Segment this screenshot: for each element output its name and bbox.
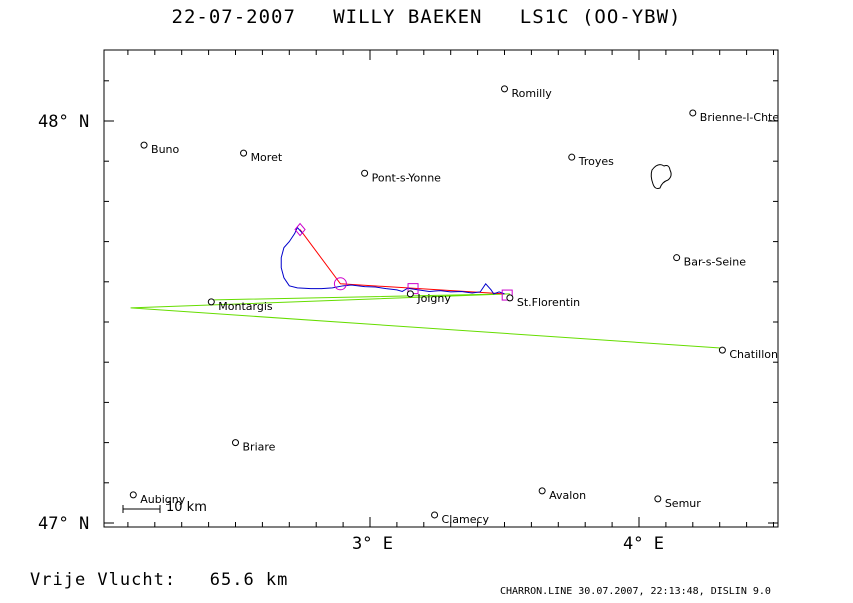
declared-route <box>130 293 723 349</box>
towns: Romilly Brienne-l-Chte Buno Moret Troyes Pont… <box>129 85 780 526</box>
turnpoint-circle <box>333 277 347 291</box>
town-label: Buno <box>151 143 179 156</box>
town-marker: Clamecy <box>431 511 490 526</box>
town-dot <box>361 169 369 177</box>
map-frame <box>103 49 779 528</box>
town-label: Troyes <box>578 155 614 168</box>
town-dot <box>431 511 439 519</box>
town-dot <box>673 254 681 262</box>
town-marker: Avalon <box>538 487 586 502</box>
forest-outline <box>650 164 672 189</box>
town-label: Montargis <box>218 300 273 313</box>
town-label: Brienne-l-Chte <box>700 111 780 124</box>
town-marker: Semur <box>654 495 701 510</box>
town-label: St.Florentin <box>517 296 580 309</box>
town-marker: Bar-s-Seine <box>673 254 747 269</box>
task-route <box>299 229 505 295</box>
footer-info: CHARRON.LINE 30.07.2007, 22:13:48, DISLI… <box>500 586 771 597</box>
town-dot <box>718 346 726 354</box>
town-label: Bar-s-Seine <box>684 256 747 269</box>
lat-label-48: 48° N <box>38 112 90 132</box>
scale-bar <box>122 505 161 513</box>
town-label: Moret <box>251 151 283 164</box>
town-marker: Aubigny <box>129 491 186 506</box>
town-marker: Brienne-l-Chte <box>689 109 780 124</box>
town-marker: Buno <box>140 141 180 156</box>
town-marker: Chatillon <box>718 346 778 361</box>
lon-label-3e: 3° E <box>352 534 393 554</box>
town-dot <box>654 495 662 503</box>
scale-bar-label: 10 km <box>166 500 207 515</box>
town-dot <box>140 141 148 149</box>
town-label: Romilly <box>512 87 553 100</box>
lat-label-47: 47° N <box>38 514 90 534</box>
town-label: Clamecy <box>442 513 490 526</box>
town-marker: Montargis <box>207 298 273 313</box>
town-dot <box>207 298 215 306</box>
town-marker: Troyes <box>568 153 614 168</box>
town-marker: Briare <box>232 439 276 454</box>
town-marker: Romilly <box>501 85 553 100</box>
flight-track-line <box>280 226 505 295</box>
town-dot <box>538 487 546 495</box>
town-label: Briare <box>243 441 276 454</box>
town-marker: Joigny <box>406 290 451 305</box>
lon-label-4e: 4° E <box>623 534 664 554</box>
town-label: Pont-s-Yonne <box>372 171 442 184</box>
town-dot <box>689 109 697 117</box>
town-dot <box>406 290 414 298</box>
town-dot <box>129 491 137 499</box>
chart-title: 22-07-2007 WILLY BAEKEN LS1C (OO-YBW) <box>171 6 682 28</box>
town-dot <box>506 294 514 302</box>
town-dot <box>240 149 248 157</box>
town-label: Avalon <box>549 489 586 502</box>
town-marker: St.Florentin <box>506 294 580 309</box>
task-route-line <box>299 229 505 295</box>
turnpoint-diamond <box>294 222 306 237</box>
town-label: Semur <box>665 497 701 510</box>
town-label: Chatillon <box>729 348 778 361</box>
town-dot <box>568 153 576 161</box>
town-marker: Pont-s-Yonne <box>361 169 442 184</box>
town-dot <box>501 85 508 93</box>
axis-ticks <box>104 50 778 527</box>
town-marker: Moret <box>240 149 283 164</box>
declared-route-line <box>130 293 723 349</box>
town-label: Aubigny <box>140 493 185 506</box>
town-label: Joigny <box>416 292 451 305</box>
flight-track <box>280 226 505 295</box>
distance-readout: Vrije Vlucht: 65.6 km <box>30 570 289 590</box>
town-dot <box>232 439 239 447</box>
